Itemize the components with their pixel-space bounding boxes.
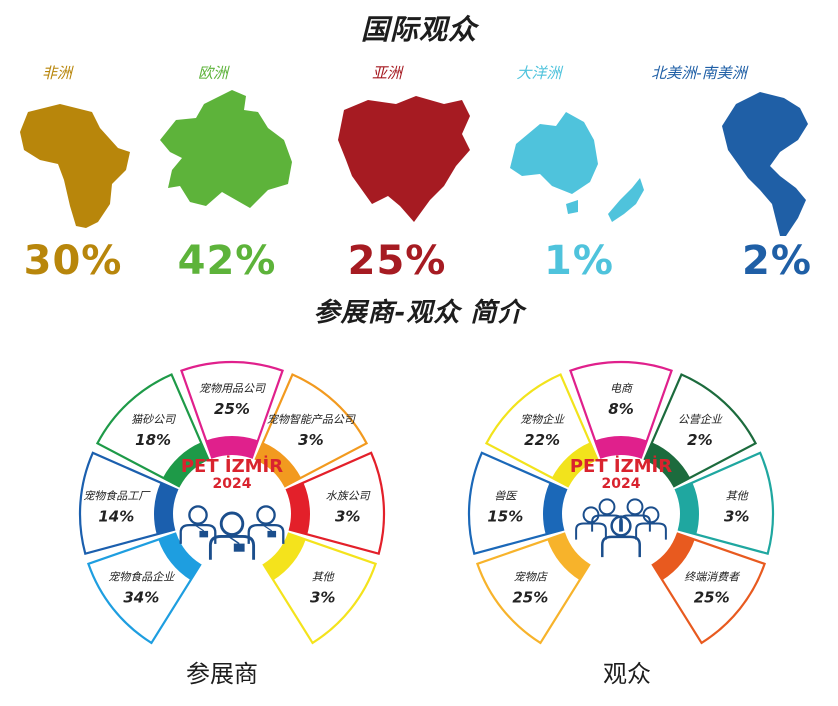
exhibitors-segment-band-3 bbox=[206, 436, 258, 458]
visitors-segment-band-1 bbox=[543, 482, 567, 535]
visitors-radial: 宠物店 25% 兽医 15% 宠物企业 22% 电商 8% 公营企业 2% 其他 3% 终端消费者 25%… bbox=[467, 360, 775, 645]
visitors-people-icon bbox=[575, 498, 667, 558]
region-name-asia: 亚洲 bbox=[371, 64, 402, 82]
visitors-segment-label-1: 兽医 bbox=[494, 489, 518, 502]
region-pct-africa: 30% bbox=[23, 238, 123, 284]
visitors-label: 观众 bbox=[603, 660, 651, 688]
region-name-oceania: 大洋洲 bbox=[516, 64, 562, 82]
region-pct-americas: 2% bbox=[742, 238, 812, 284]
visitors-segment-band-5 bbox=[675, 482, 699, 535]
oceania-map-icon bbox=[510, 112, 644, 222]
asia-map-icon bbox=[338, 96, 470, 222]
exhibitors-segment-value-5: 3% bbox=[335, 507, 360, 525]
exhibitors-segment-value-6: 3% bbox=[310, 588, 335, 606]
visitors-segment-value-5: 3% bbox=[724, 507, 749, 525]
visitors-logo-text: PET İZMİR bbox=[570, 455, 672, 477]
visitors-segment-value-3: 8% bbox=[608, 400, 633, 418]
exhibitors-segment-label-4: 宠物智能产品公司 bbox=[267, 413, 356, 426]
visitors-segment-3 bbox=[569, 360, 673, 459]
visitors-segment-label-2: 宠物企业 bbox=[520, 413, 565, 426]
visitors-segment-label-4: 公营企业 bbox=[678, 413, 723, 426]
exhibitors-segment-band-0 bbox=[158, 533, 201, 581]
exhibitors-segment-label-5: 水族公司 bbox=[326, 489, 371, 502]
region-pct-asia: 25% bbox=[347, 238, 447, 284]
visitors-logo-year: 2024 bbox=[602, 476, 641, 492]
exhibitors-label: 参展商 bbox=[186, 660, 258, 688]
title-exhibitor-visitor-intro: 参展商-观众 简介 bbox=[313, 298, 525, 328]
exhibitors-segment-label-3: 宠物用品公司 bbox=[199, 382, 266, 395]
visitors-segment-band-3 bbox=[595, 436, 647, 458]
visitors-segment-label-3: 电商 bbox=[610, 382, 634, 395]
title-international: 国际观众 bbox=[360, 13, 477, 46]
region-pct-europe: 42% bbox=[177, 238, 277, 284]
exhibitors-logo-text: PET İZMİR bbox=[181, 455, 283, 477]
exhibitors-segment-band-4 bbox=[255, 442, 302, 487]
exhibitors-segment-value-1: 14% bbox=[98, 507, 134, 525]
visitors-segment-label-6: 终端消费者 bbox=[684, 570, 741, 583]
exhibitors-segment-value-2: 18% bbox=[135, 431, 171, 449]
visitors-segment-value-6: 25% bbox=[694, 588, 730, 606]
africa-map-icon bbox=[20, 104, 130, 228]
exhibitors-segment-value-3: 25% bbox=[214, 400, 250, 418]
visitors-segment-label-0: 宠物店 bbox=[514, 570, 549, 583]
region-pct-oceania: 1% bbox=[544, 238, 614, 284]
exhibitors-segment-label-0: 宠物食品企业 bbox=[108, 570, 175, 583]
exhibitors-segment-label-1: 宠物食品工厂 bbox=[83, 489, 151, 502]
region-name-africa: 非洲 bbox=[41, 64, 72, 82]
visitors-segment-band-2 bbox=[551, 442, 598, 487]
exhibitors-segment-3 bbox=[180, 360, 284, 459]
exhibitors-segment-label-2: 猫砂公司 bbox=[131, 413, 176, 426]
europe-map-icon bbox=[160, 90, 292, 208]
exhibitors-segment-band-6 bbox=[263, 533, 306, 581]
visitors-segment-value-1: 15% bbox=[487, 507, 523, 525]
exhibitors-segment-band-2 bbox=[162, 442, 209, 487]
exhibitors-radial: 宠物食品企业 34% 宠物食品工厂 14% 猫砂公司 18% 宠物用品公司 25% 宠物智能产品… bbox=[78, 360, 386, 645]
exhibitors-segment-value-0: 34% bbox=[123, 588, 159, 606]
exhibitors-logo-year: 2024 bbox=[213, 476, 252, 492]
americas-map-icon bbox=[722, 92, 808, 236]
exhibitors-segment-label-6: 其他 bbox=[312, 570, 335, 583]
visitors-segment-value-4: 2% bbox=[687, 431, 712, 449]
exhibitors-segment-band-5 bbox=[286, 482, 310, 535]
visitors-segment-value-2: 22% bbox=[524, 431, 560, 449]
region-name-americas: 北美洲-南美洲 bbox=[651, 64, 747, 82]
exhibitors-segment-value-4: 3% bbox=[298, 431, 323, 449]
visitors-segment-band-4 bbox=[644, 442, 691, 487]
visitors-segment-label-5: 其他 bbox=[726, 489, 749, 502]
region-name-europe: 欧洲 bbox=[197, 64, 228, 82]
visitors-segment-band-6 bbox=[652, 533, 695, 581]
exhibitors-people-icon bbox=[179, 505, 285, 560]
visitors-segment-band-0 bbox=[547, 533, 590, 581]
exhibitors-segment-band-1 bbox=[154, 482, 178, 535]
continent-maps bbox=[20, 90, 808, 236]
visitors-segment-value-0: 25% bbox=[512, 588, 548, 606]
